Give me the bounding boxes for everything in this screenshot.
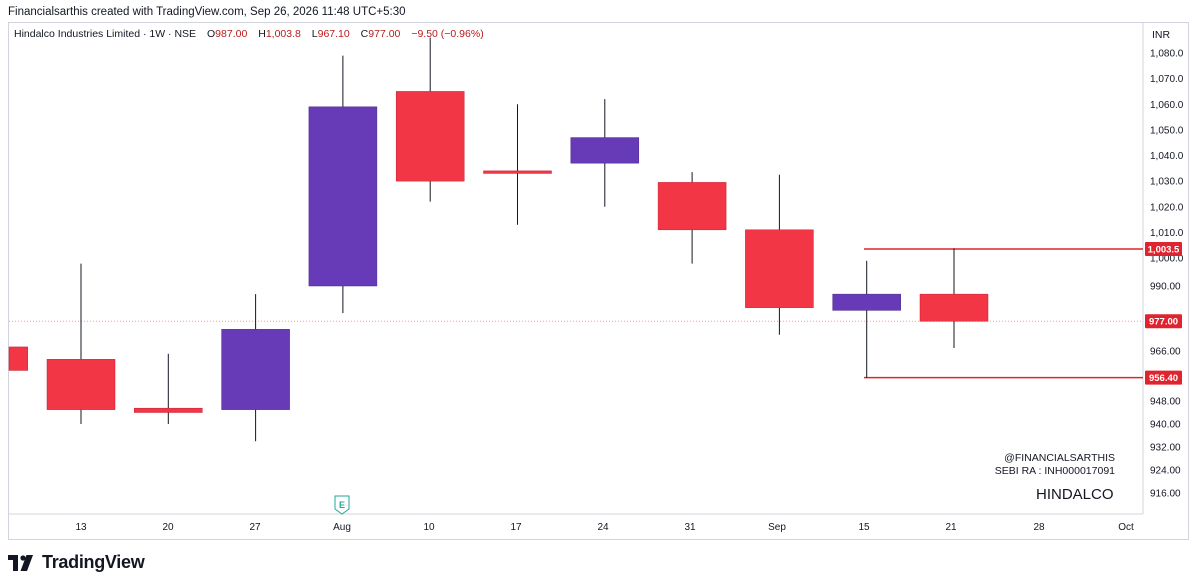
legend-low: 967.10 <box>317 28 350 40</box>
legend-open: 987.00 <box>215 28 248 40</box>
level-badge-bg <box>1145 370 1182 385</box>
candle-body[interactable] <box>919 293 989 322</box>
legend-low-label: L <box>311 28 318 40</box>
candle-body[interactable] <box>745 229 814 308</box>
time-tick-label: Sep <box>768 522 786 533</box>
price-tick-label: 1,050.0 <box>1150 125 1184 136</box>
event-marker-label: E <box>339 500 345 510</box>
level-badge-bg <box>1145 242 1182 257</box>
price-tick-label: 940.00 <box>1150 420 1181 431</box>
currency-label: INR <box>1152 29 1171 41</box>
tradingview-brand[interactable]: TradingView <box>8 552 145 573</box>
time-tick-label: 13 <box>75 522 87 533</box>
legend-change: −9.50 (−0.96%) <box>411 28 484 40</box>
candle-body[interactable] <box>134 407 203 413</box>
level-badge: 956.40 <box>1149 373 1178 384</box>
legend-close-label: C <box>360 28 369 40</box>
legend-close: 977.00 <box>368 28 401 40</box>
price-tick-label: 990.00 <box>1150 282 1181 293</box>
last-price-badge-bg <box>1145 314 1182 329</box>
legend-high: 1,003.8 <box>265 28 301 40</box>
price-tick-label: 916.00 <box>1150 489 1181 500</box>
price-tick-label: 1,070.0 <box>1150 74 1184 85</box>
ohlc-legend: Hindalco Industries Limited · 1W · NSE O… <box>14 28 484 40</box>
earnings-event-icon[interactable] <box>334 495 350 515</box>
legend-symbol: Hindalco Industries Limited · 1W · NSE <box>14 28 197 40</box>
price-tick-label: 932.00 <box>1150 443 1181 454</box>
tradingview-logo-icon <box>8 554 33 571</box>
price-tick-label: 1,010.0 <box>1150 228 1184 239</box>
level-badge: 1,003.5 <box>1148 245 1180 256</box>
chart-caption: Financialsarthis created with TradingVie… <box>8 6 406 18</box>
author-watermark: @FINANCIALSARTHIS SEBI RA : INH000017091 <box>995 452 1115 478</box>
last-price-badge: 977.00 <box>1149 317 1178 328</box>
price-tick-label: 1,080.0 <box>1150 49 1184 60</box>
candle-body[interactable] <box>8 346 28 371</box>
price-tick-label: 1,060.0 <box>1150 100 1184 111</box>
watermark-ticker: HINDALCO <box>1036 486 1114 503</box>
legend-high-label: H <box>258 28 266 40</box>
candle-body[interactable] <box>483 170 552 174</box>
price-tick-label: 1,030.0 <box>1150 177 1184 188</box>
candle-body[interactable] <box>308 106 378 287</box>
time-tick-label: Oct <box>1118 522 1134 533</box>
time-tick-label: 15 <box>858 522 870 533</box>
watermark-sebi: SEBI RA : INH000017091 <box>994 465 1115 477</box>
time-tick-label: 31 <box>684 522 696 533</box>
time-tick-label: 20 <box>162 522 174 533</box>
candle-body[interactable] <box>46 359 116 410</box>
time-tick-label: Aug <box>333 522 351 533</box>
time-tick-label: 24 <box>597 522 609 533</box>
price-tick-label: 948.00 <box>1150 397 1181 408</box>
price-tick-label: 924.00 <box>1150 466 1181 477</box>
candle-body[interactable] <box>570 137 640 164</box>
legend-open-label: O <box>207 28 216 40</box>
time-tick-label: 27 <box>249 522 261 533</box>
price-tick-label: 966.00 <box>1150 347 1181 358</box>
candle-body[interactable] <box>395 91 465 182</box>
time-tick-label: 17 <box>510 522 522 533</box>
time-tick-label: 21 <box>945 522 957 533</box>
watermark-handle: @FINANCIALSARTHIS <box>1004 452 1115 464</box>
candle-body[interactable] <box>657 182 727 231</box>
brand-name: TradingView <box>42 552 145 572</box>
price-tick-label: 1,020.0 <box>1150 202 1184 213</box>
price-tick-label: 1,040.0 <box>1150 151 1184 162</box>
time-tick-label: 28 <box>1033 522 1045 533</box>
candle-body[interactable] <box>832 293 901 311</box>
candle-body[interactable] <box>221 329 290 410</box>
price-tick-label: 1,000.0 <box>1150 254 1184 265</box>
chart-frame <box>8 22 1189 540</box>
time-tick-label: 10 <box>423 522 435 533</box>
